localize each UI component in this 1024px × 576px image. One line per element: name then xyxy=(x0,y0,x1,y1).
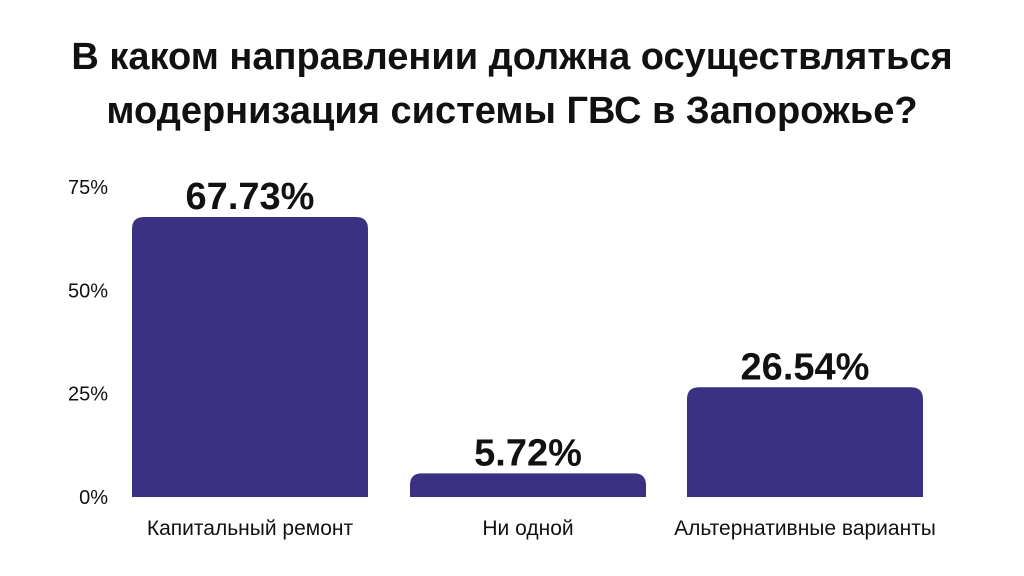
y-tick-label: 50% xyxy=(68,280,108,302)
bar-value-label: 5.72% xyxy=(474,432,582,474)
bar-value-label: 67.73% xyxy=(186,176,315,218)
x-category-label: Ни одной xyxy=(482,517,573,540)
y-tick-label: 75% xyxy=(68,177,108,199)
bar-value-label: 26.54% xyxy=(741,346,870,388)
bars xyxy=(132,217,923,498)
y-tick-label: 25% xyxy=(68,384,108,406)
x-category-label: Альтернативные варианты xyxy=(674,517,936,540)
y-tick-label: 0% xyxy=(79,487,108,509)
chart-title-line-2: модернизация системы ГВС в Запорожье? xyxy=(106,90,918,132)
bar xyxy=(410,473,646,497)
chart-title-line-1: В каком направлении должна осуществлятьс… xyxy=(71,36,953,78)
y-axis: 0% 25% 50% 75% xyxy=(68,177,108,509)
bar xyxy=(132,217,368,498)
x-axis: Капитальный ремонт Ни одной Альтернативные… xyxy=(147,517,936,540)
bar xyxy=(687,387,923,497)
x-category-label: Капитальный ремонт xyxy=(147,517,354,540)
chart-title: В каком направлении должна осуществлятьс… xyxy=(0,30,1024,138)
data-labels: 67.73% 5.72% 26.54% xyxy=(186,176,870,474)
